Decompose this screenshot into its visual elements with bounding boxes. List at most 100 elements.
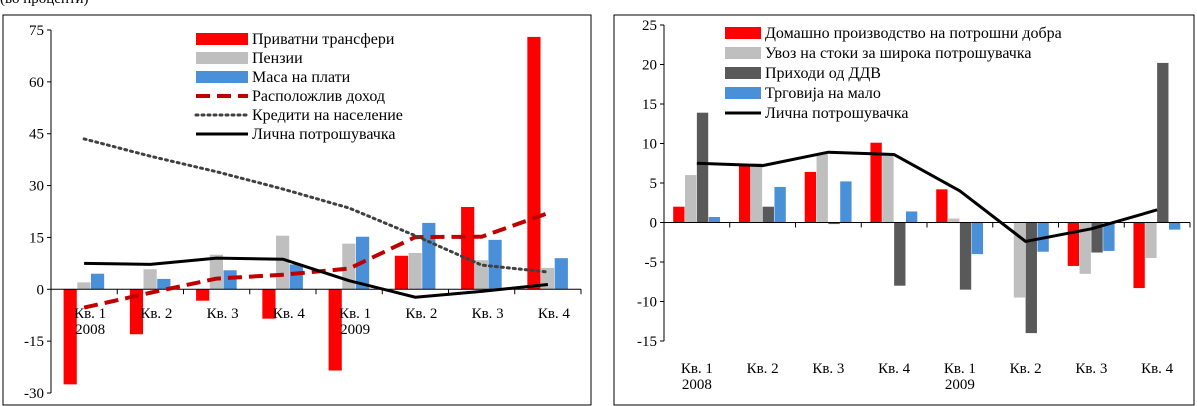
legend-label: Расположлив доход <box>252 88 385 105</box>
x-tick-label: Кв. 2 <box>140 306 172 322</box>
bar <box>738 164 751 223</box>
chart-frame <box>613 14 1195 406</box>
y-tick-label: -5 <box>645 255 658 271</box>
bar <box>342 243 356 290</box>
chart-frame <box>2 14 592 406</box>
bar <box>1091 222 1103 253</box>
bar <box>673 206 685 223</box>
bar <box>840 181 852 223</box>
x-tick-label: Кв. 4 <box>538 306 571 322</box>
bar <box>408 252 422 290</box>
bar <box>762 206 774 223</box>
series-line <box>84 256 549 299</box>
x-tick-label: 2009 <box>945 377 975 393</box>
bar <box>816 153 828 223</box>
bar <box>750 163 763 223</box>
bar <box>554 258 568 290</box>
bar <box>774 186 786 223</box>
y-tick-label: 75 <box>29 23 44 39</box>
series-line <box>82 137 550 274</box>
series-line <box>83 211 549 310</box>
legend-label: Увоз на стоки за широка потрошувачка <box>765 45 1031 62</box>
legend-swatch <box>196 52 248 64</box>
bar <box>1067 222 1080 266</box>
bar <box>461 207 475 290</box>
y-tick-label: 25 <box>642 18 657 34</box>
bar <box>1133 222 1145 289</box>
y-tick-label: 30 <box>29 179 44 195</box>
legend-swatch <box>725 67 761 79</box>
bar <box>394 255 409 290</box>
y-tick-label: 15 <box>642 97 657 113</box>
y-tick-label: 15 <box>29 230 44 246</box>
legend-label: Лична потрошувачка <box>765 105 908 122</box>
bar <box>129 289 144 335</box>
y-tick-label: 10 <box>642 137 657 153</box>
bar <box>527 36 541 290</box>
bar <box>948 218 960 223</box>
x-tick-label: Кв. 4 <box>878 361 911 377</box>
bar <box>1079 222 1091 274</box>
bar <box>708 216 721 223</box>
x-tick-label: Кв. 2 <box>1010 361 1042 377</box>
legend-label: Трговија на мало <box>765 85 881 102</box>
bar <box>90 273 105 290</box>
y-tick-label: 0 <box>650 216 658 232</box>
y-tick-label: 20 <box>642 58 657 74</box>
x-tick-label: Кв. 1 <box>339 306 371 322</box>
x-tick-label: 2008 <box>682 377 712 393</box>
bar <box>696 112 709 223</box>
bar <box>1157 62 1169 223</box>
legend-swatch <box>725 87 761 99</box>
legend-swatch <box>725 47 761 59</box>
y-tick-label: -10 <box>637 295 657 311</box>
bar <box>936 189 948 223</box>
bar <box>1145 222 1157 259</box>
bar <box>262 289 276 319</box>
x-tick-label: Кв. 4 <box>1141 361 1174 377</box>
x-tick-label: 2008 <box>75 322 105 338</box>
bar <box>143 269 157 290</box>
bar <box>959 222 972 290</box>
bar <box>157 278 171 290</box>
legend-label: Приходи од ДДВ <box>765 65 881 82</box>
y-tick-label: 60 <box>29 75 44 91</box>
x-tick-label: 2009 <box>340 322 370 338</box>
x-tick-label: Кв. 2 <box>747 361 779 377</box>
bar <box>1168 222 1181 230</box>
chart-unit-note: (во проценти) <box>0 0 89 8</box>
bar <box>804 171 817 223</box>
bar <box>1025 222 1037 334</box>
x-tick-label: Кв. 1 <box>944 361 976 377</box>
bar <box>1103 222 1115 251</box>
bar <box>488 239 502 290</box>
bar <box>474 260 488 290</box>
x-tick-label: Кв. 1 <box>74 306 106 322</box>
y-tick-label: -15 <box>637 334 657 350</box>
legend-label: Кредити на население <box>252 107 403 124</box>
legend-swatch <box>725 27 761 39</box>
legend-swatch <box>196 33 248 45</box>
x-tick-label: Кв. 1 <box>681 361 713 377</box>
y-tick-label: 45 <box>29 127 44 143</box>
x-tick-label: Кв. 4 <box>273 306 306 322</box>
bar <box>905 211 918 223</box>
x-tick-label: Кв. 3 <box>1075 361 1107 377</box>
bar <box>196 289 210 301</box>
series-line <box>696 150 1158 243</box>
bar <box>685 175 697 223</box>
bar <box>328 289 342 371</box>
bar <box>828 222 840 225</box>
x-tick-label: Кв. 3 <box>472 306 504 322</box>
y-tick-label: 5 <box>650 176 658 192</box>
x-tick-label: Кв. 3 <box>207 306 239 322</box>
bar <box>971 222 984 255</box>
x-tick-label: Кв. 2 <box>405 306 437 322</box>
bar <box>1013 222 1026 298</box>
legend-label: Лична потрошувачка <box>252 126 395 143</box>
y-tick-label: -30 <box>24 386 44 402</box>
bar <box>63 289 77 385</box>
bar <box>77 282 91 290</box>
